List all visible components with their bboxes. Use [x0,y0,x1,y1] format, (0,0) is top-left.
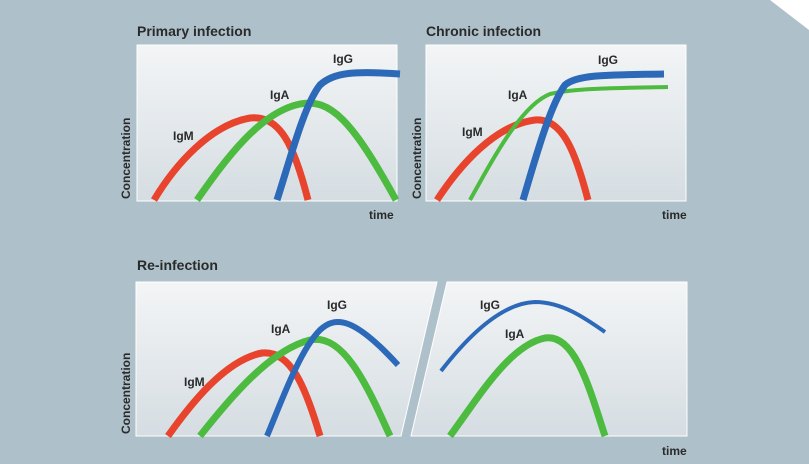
iga-label-primary: IgA [270,88,290,102]
igm-label-reinfection: IgM [184,375,205,389]
igg-label-chronic: IgG [598,53,618,67]
iga-curve-reinfection-right [447,334,609,439]
igm-label-chronic: IgM [462,125,483,139]
iga-curve-primary [194,99,400,203]
igg-label-primary: IgG [333,52,353,66]
y-axis-label-primary: Concentration [119,118,133,199]
iga-label-chronic: IgA [508,88,528,102]
igg-curve-reinfection [264,319,401,438]
igm-label-primary: IgM [173,129,194,143]
x-axis-label-chronic: time [662,208,687,222]
panel-title-primary: Primary infection [137,23,251,39]
figure-corner [770,0,809,30]
igg-curve-primary [273,69,401,202]
igg-label-reinfection-right: IgG [480,298,500,312]
panel-primary-infection: Primary infection Concentration time IgM… [119,23,401,222]
iga-curve-chronic [468,85,669,201]
x-axis-label-reinfection: time [662,444,687,458]
panel-reinfection: Re-infection Concentration time IgM IgA … [119,257,688,458]
igm-curve-chronic [434,116,592,202]
panel-chronic-infection: Chronic infection Concentration time IgM… [410,23,687,222]
panel-title-chronic: Chronic infection [426,23,541,39]
igg-curve-reinfection-right [439,299,607,373]
panel-title-reinfection: Re-infection [137,257,218,273]
y-axis-label-reinfection: Concentration [119,353,133,434]
iga-label-reinfection: IgA [271,322,291,336]
x-axis-label-primary: time [369,208,394,222]
y-axis-label-chronic: Concentration [410,118,424,199]
igm-curve-reinfection [165,349,324,439]
igg-curve-chronic [519,70,665,202]
igg-label-reinfection: IgG [327,298,347,312]
iga-label-reinfection-right: IgA [505,327,525,341]
